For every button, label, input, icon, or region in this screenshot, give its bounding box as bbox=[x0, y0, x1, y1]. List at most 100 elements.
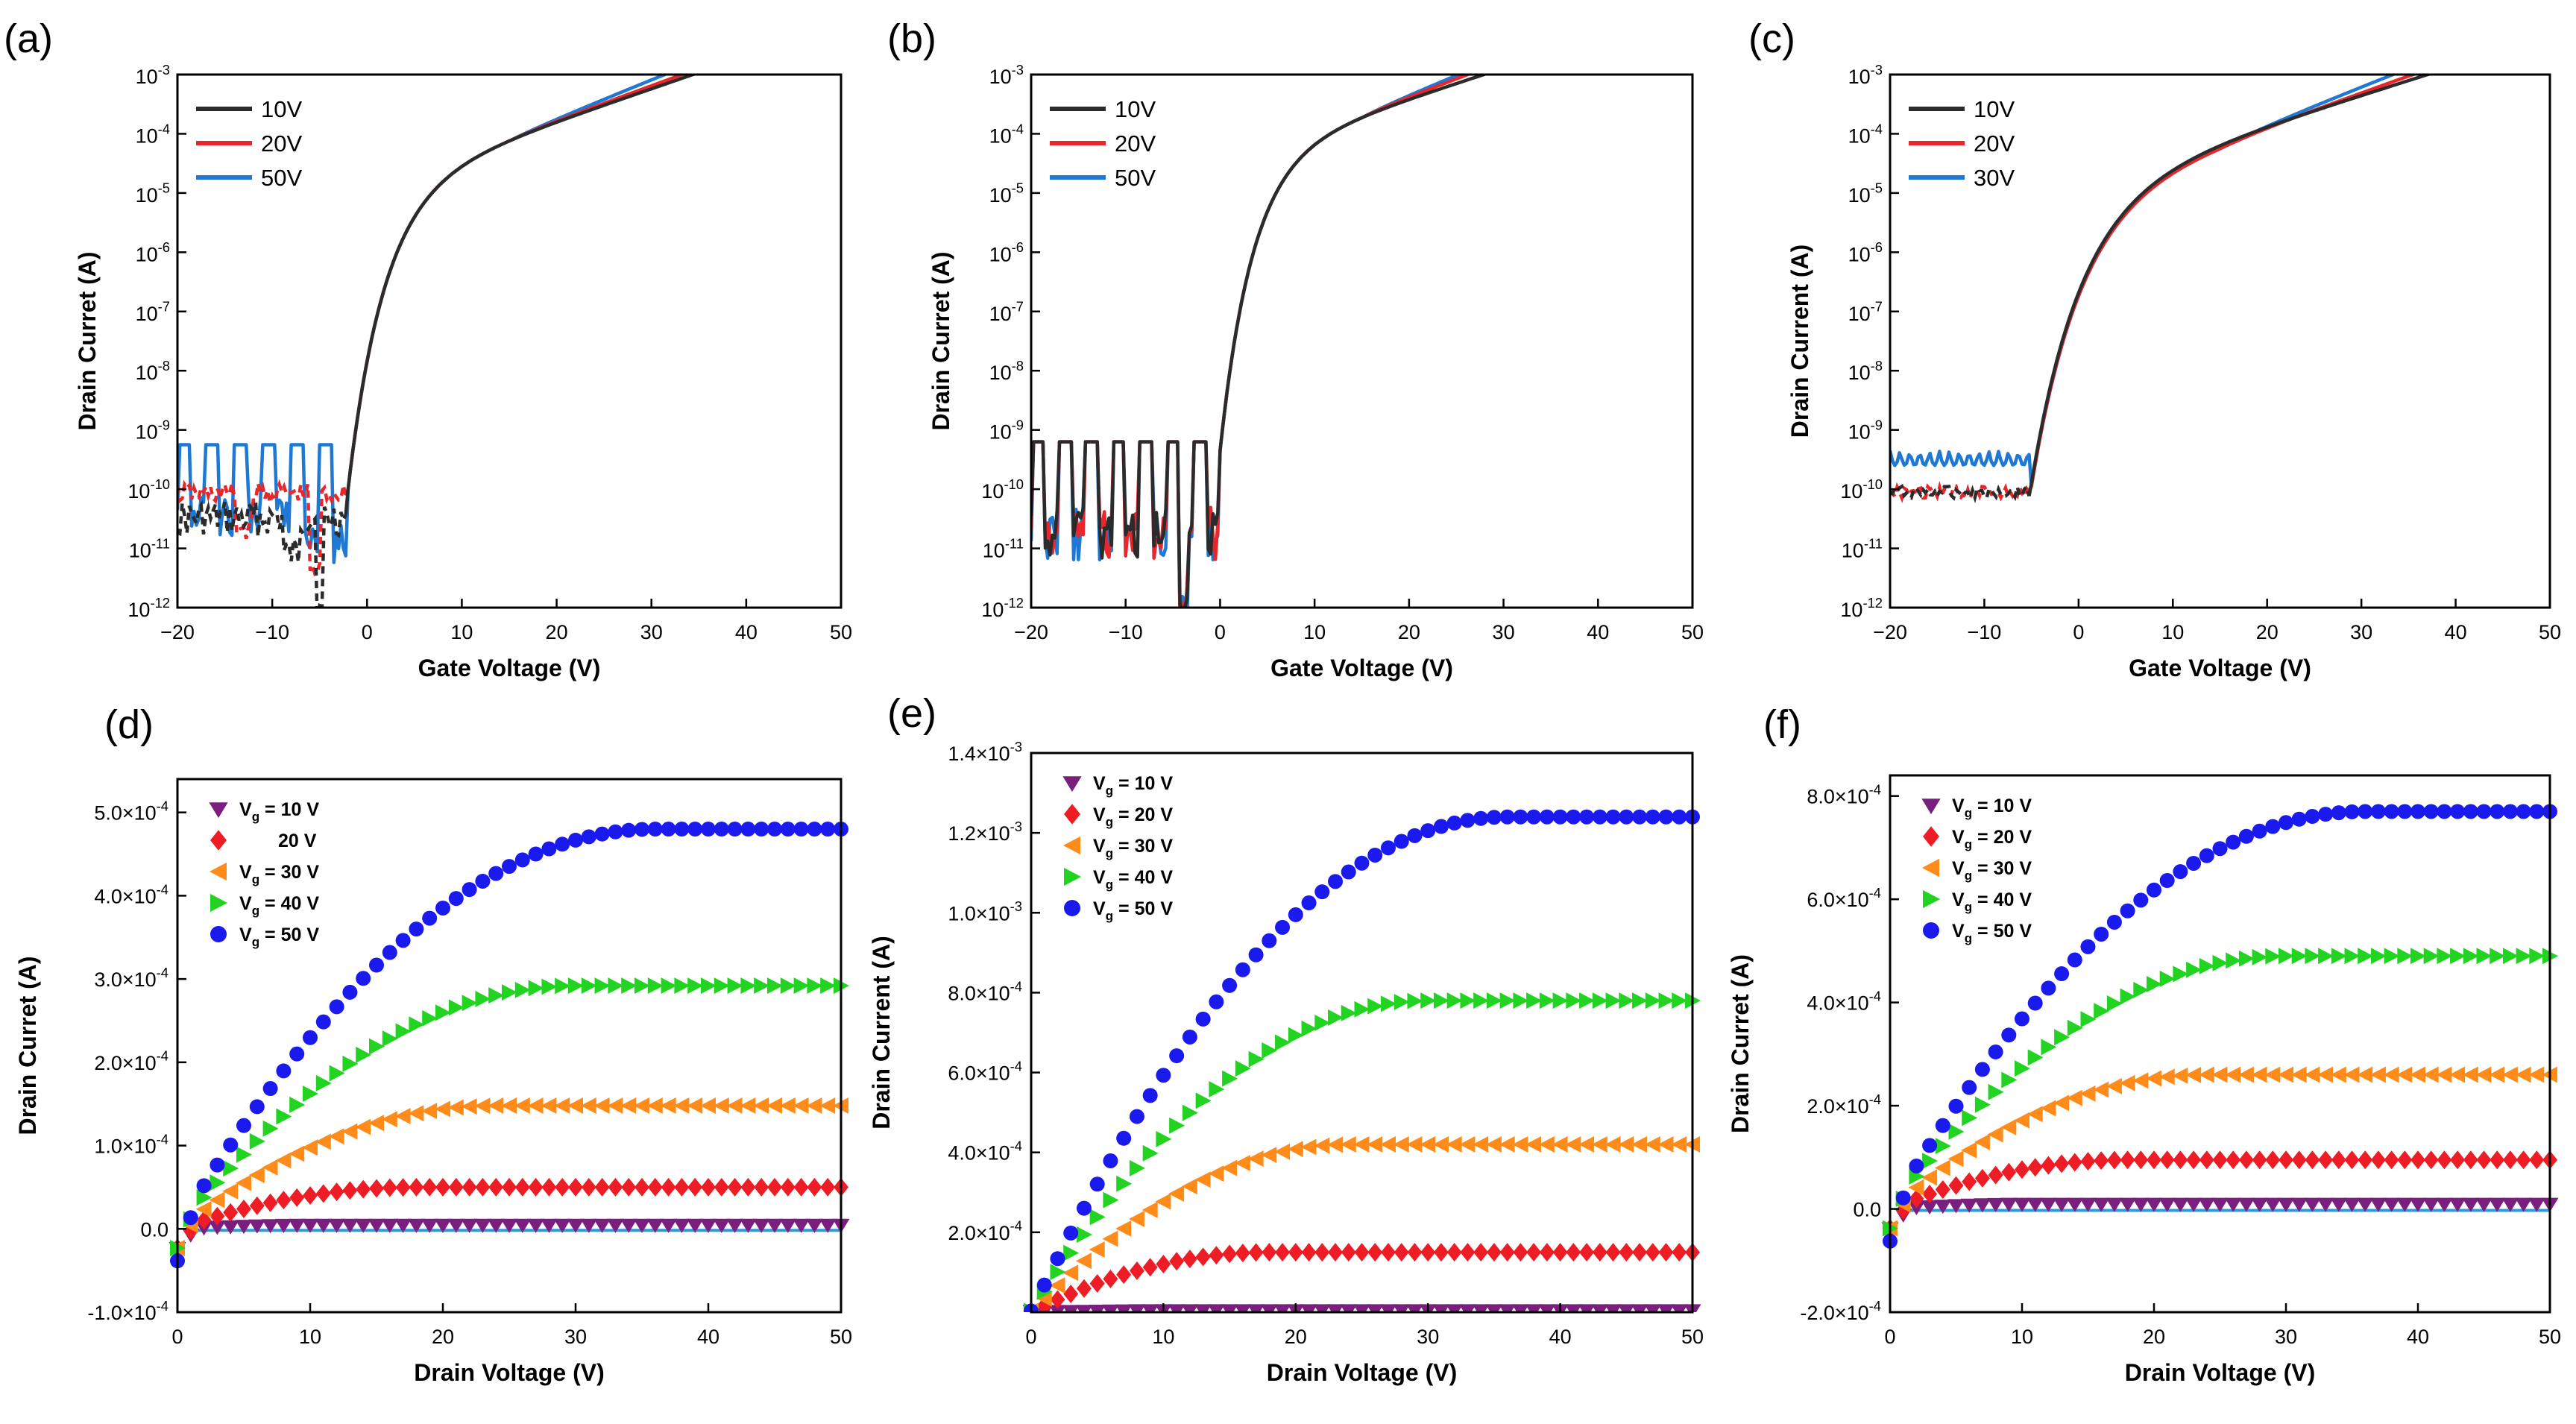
data-point bbox=[1895, 1190, 1911, 1206]
data-point bbox=[394, 1108, 411, 1125]
data-point bbox=[2000, 1118, 2017, 1135]
data-point bbox=[236, 1200, 251, 1219]
data-point bbox=[1432, 1136, 1449, 1153]
data-point bbox=[1974, 1168, 1990, 1188]
x-tick-label: 10 bbox=[1152, 1326, 1174, 1348]
data-point bbox=[1962, 1172, 1977, 1191]
data-point bbox=[2001, 1162, 2017, 1182]
y-tick-label: 10-11 bbox=[983, 535, 1024, 561]
data-point bbox=[2489, 1066, 2505, 1083]
data-point bbox=[1617, 1304, 1635, 1312]
data-point bbox=[1354, 855, 1370, 871]
data-point bbox=[1564, 1304, 1582, 1312]
y-tick-label: 4.0×10-4 bbox=[1807, 988, 1881, 1014]
legend-label: Vg = 40 V bbox=[1093, 867, 1173, 892]
y-tick-label: 10-10 bbox=[127, 476, 170, 503]
data-point bbox=[276, 1063, 292, 1079]
data-point bbox=[2159, 1150, 2175, 1170]
data-point bbox=[793, 1218, 810, 1233]
data-point bbox=[381, 1111, 397, 1128]
data-point bbox=[2437, 804, 2452, 819]
data-point bbox=[2211, 1066, 2228, 1083]
data-point bbox=[342, 1055, 359, 1072]
data-point bbox=[674, 822, 690, 837]
data-point bbox=[475, 873, 491, 889]
data-point bbox=[2304, 1066, 2320, 1083]
data-point bbox=[1632, 809, 1648, 825]
y-tick-label: -1.0×10-4 bbox=[87, 1298, 169, 1324]
data-point bbox=[701, 1177, 716, 1197]
data-point bbox=[328, 1128, 344, 1145]
data-point bbox=[356, 1179, 371, 1199]
data-point bbox=[210, 1174, 226, 1191]
data-point bbox=[1565, 1136, 1581, 1153]
data-point bbox=[753, 1097, 769, 1114]
data-point bbox=[1961, 1141, 1977, 1159]
panel-label: (a) bbox=[4, 16, 53, 61]
data-point bbox=[2305, 948, 2321, 965]
data-point bbox=[740, 1177, 756, 1197]
data-point bbox=[2054, 966, 2070, 982]
panel-label: (c) bbox=[1748, 16, 1795, 61]
data-point bbox=[1658, 809, 1674, 825]
data-point bbox=[1260, 1304, 1278, 1312]
data-point bbox=[289, 1188, 305, 1207]
x-tick-label: −20 bbox=[1873, 621, 1907, 643]
data-point bbox=[593, 1097, 610, 1114]
data-point bbox=[1988, 1165, 2003, 1185]
data-point bbox=[2528, 1197, 2545, 1212]
data-point bbox=[1433, 1243, 1449, 1262]
data-point bbox=[1420, 1136, 1436, 1153]
x-tick-label: 30 bbox=[2275, 1326, 2297, 1348]
data-point bbox=[2027, 1197, 2044, 1212]
y-tick-label: 10-10 bbox=[1840, 476, 1883, 503]
data-point bbox=[1128, 1304, 1146, 1312]
data-point bbox=[820, 1177, 836, 1197]
data-point bbox=[488, 1097, 504, 1114]
data-point bbox=[2278, 1066, 2293, 1083]
data-point bbox=[1195, 1011, 1211, 1027]
data-point bbox=[2396, 1066, 2413, 1083]
panel-b: −20 −10 0 10 20 30 40 50 10-12 10-11 10-10 10-9 10-8… bbox=[887, 16, 1704, 681]
legend-marker bbox=[1064, 804, 1080, 825]
data-point bbox=[248, 1219, 266, 1234]
x-tick-label: 40 bbox=[2445, 621, 2467, 643]
data-point bbox=[2369, 1197, 2387, 1212]
data-point bbox=[2094, 1151, 2109, 1171]
data-point bbox=[700, 1097, 716, 1114]
data-point bbox=[2369, 1066, 2386, 1083]
data-point bbox=[1974, 1096, 1991, 1113]
data-point bbox=[541, 1177, 557, 1197]
data-point bbox=[421, 1103, 438, 1120]
data-point bbox=[608, 824, 623, 839]
data-point bbox=[2252, 948, 2268, 965]
data-point bbox=[1234, 1304, 1252, 1312]
data-point bbox=[687, 1097, 703, 1114]
data-point bbox=[2330, 1066, 2346, 1083]
y-tick-label: 0.0 bbox=[140, 1218, 169, 1241]
data-point bbox=[1499, 1136, 1515, 1153]
data-point bbox=[2212, 954, 2229, 971]
x-tick-label: 40 bbox=[697, 1326, 719, 1348]
data-point bbox=[1062, 1264, 1079, 1282]
x-tick-label: 0 bbox=[1884, 1326, 1895, 1348]
data-point bbox=[1619, 809, 1634, 825]
data-point bbox=[2476, 948, 2492, 965]
plot-frame bbox=[176, 778, 843, 1314]
data-point bbox=[727, 822, 743, 837]
panel-f: 0 10 20 30 40 50 -2.0×10-4 0.0 2.0×10-4 4.0×10-4 6… bbox=[1727, 702, 2561, 1386]
data-point bbox=[1262, 1042, 1278, 1059]
data-point bbox=[1922, 1153, 1939, 1170]
data-point bbox=[435, 1004, 451, 1021]
data-point bbox=[2015, 1011, 2029, 1027]
legend-marker bbox=[1062, 776, 1082, 793]
data-point bbox=[236, 1174, 251, 1191]
data-point bbox=[328, 1218, 346, 1233]
panel-a: −20 −10 0 10 20 30 40 50 10-12 10-11 10-10 10-9 10-8… bbox=[4, 16, 852, 681]
data-point bbox=[1379, 1304, 1397, 1312]
series-line-10V-offstate bbox=[177, 500, 347, 608]
y-tick-label: 10-11 bbox=[1842, 535, 1883, 561]
data-point bbox=[1619, 1243, 1634, 1262]
series-2 bbox=[1882, 1066, 2557, 1237]
data-point bbox=[1922, 1184, 1938, 1203]
